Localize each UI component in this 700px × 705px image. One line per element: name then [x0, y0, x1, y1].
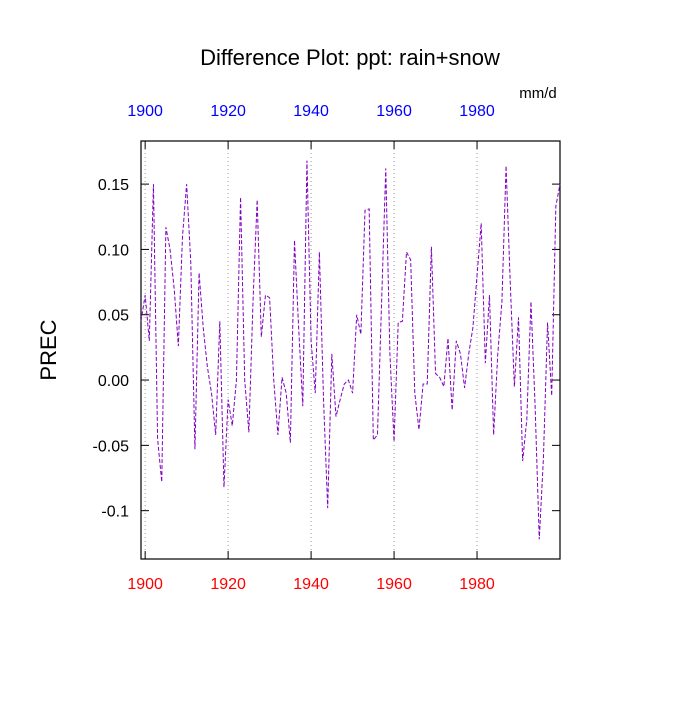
y-tick-label: 0.00: [98, 373, 129, 390]
x-tick-label: 1920: [210, 576, 246, 593]
x-tick-label: 1940: [293, 576, 329, 593]
data-line: [140, 160, 561, 540]
x-tick-label-top: 1920: [210, 103, 246, 120]
y-tick-label: 0.10: [98, 242, 129, 259]
x-tick-label-top: 1960: [376, 103, 412, 120]
x-tick-label-top: 1940: [293, 103, 329, 120]
x-tick-label: 1960: [376, 576, 412, 593]
y-tick-label: 0.05: [98, 308, 129, 325]
x-tick-label-top: 1980: [459, 103, 495, 120]
y-tick-label: -0.1: [101, 504, 129, 521]
x-tick-label: 1980: [459, 576, 495, 593]
units-label: mm/d: [519, 85, 557, 102]
x-tick-label-top: 1900: [127, 103, 163, 120]
y-tick-label: -0.05: [93, 438, 130, 455]
y-axis-label: PREC: [36, 319, 61, 380]
y-tick-label: 0.15: [98, 177, 129, 194]
chart-title: Difference Plot: ppt: rain+snow: [200, 45, 500, 70]
x-tick-label: 1900: [127, 576, 163, 593]
plot-frame: [140, 140, 561, 560]
